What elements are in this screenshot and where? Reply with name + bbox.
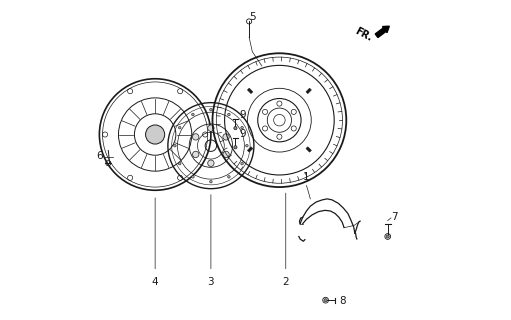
Circle shape: [193, 134, 199, 140]
Circle shape: [192, 113, 194, 116]
Text: 5: 5: [249, 12, 256, 22]
Bar: [306, 147, 311, 152]
Circle shape: [210, 180, 212, 183]
Text: 9: 9: [240, 110, 246, 120]
Circle shape: [207, 125, 214, 131]
Circle shape: [178, 126, 181, 129]
Circle shape: [178, 162, 181, 165]
Bar: [306, 88, 311, 93]
Circle shape: [174, 144, 176, 147]
Circle shape: [234, 126, 237, 130]
Circle shape: [223, 151, 229, 158]
Text: 2: 2: [283, 277, 289, 287]
Circle shape: [207, 160, 214, 166]
Circle shape: [193, 151, 199, 158]
Text: 6: 6: [97, 151, 103, 161]
Text: 9: 9: [240, 129, 246, 139]
Circle shape: [146, 125, 165, 144]
Circle shape: [227, 176, 230, 178]
Bar: [247, 147, 253, 152]
Text: 3: 3: [207, 277, 214, 287]
Circle shape: [210, 108, 212, 111]
Text: 1: 1: [303, 172, 310, 182]
Circle shape: [227, 113, 230, 116]
Circle shape: [241, 126, 243, 129]
Circle shape: [234, 146, 237, 149]
Circle shape: [192, 176, 194, 178]
Circle shape: [324, 299, 327, 302]
Circle shape: [223, 134, 229, 140]
FancyArrow shape: [375, 26, 389, 37]
Circle shape: [386, 235, 389, 238]
Text: 4: 4: [152, 277, 158, 287]
Circle shape: [246, 144, 248, 147]
Text: FR.: FR.: [353, 26, 374, 43]
Circle shape: [241, 162, 243, 165]
Bar: [247, 88, 253, 93]
Text: 7: 7: [391, 212, 398, 222]
Text: 8: 8: [339, 296, 345, 306]
